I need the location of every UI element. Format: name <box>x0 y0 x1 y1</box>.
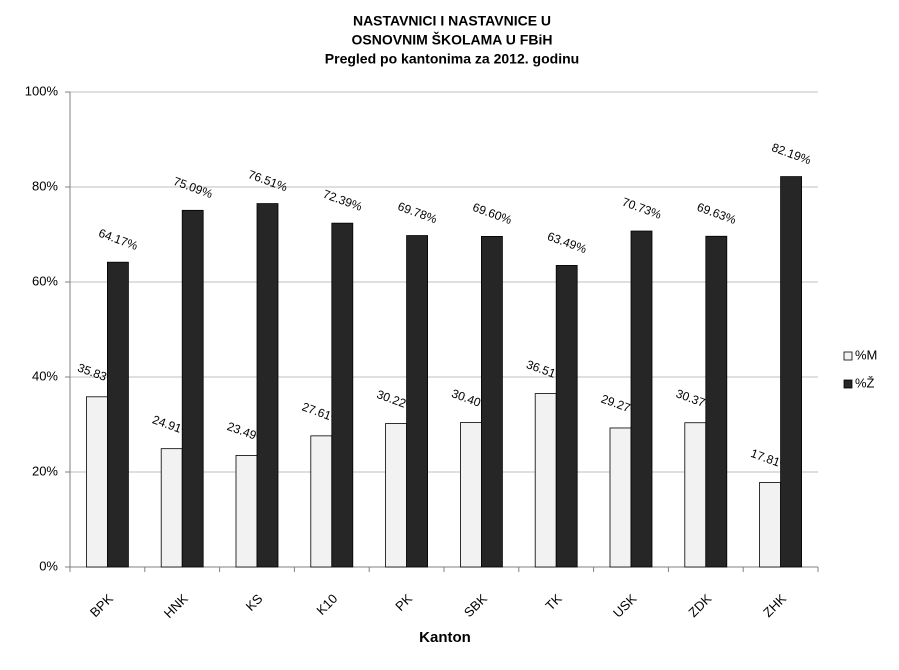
bar <box>534 393 557 568</box>
y-tick-label: 100% <box>25 83 59 98</box>
bar <box>256 203 279 568</box>
bar <box>705 235 728 568</box>
bar <box>459 422 482 568</box>
legend-swatch <box>843 351 853 361</box>
bar <box>235 455 258 568</box>
bar <box>385 423 408 568</box>
chart-title: NASTAVNICI I NASTAVNICE U <box>353 13 551 29</box>
bar <box>630 230 653 568</box>
chart-subtitle: Pregled po kantonima za 2012. godinu <box>325 51 579 67</box>
bar <box>86 396 108 568</box>
y-tick-label: 80% <box>32 178 58 193</box>
bar <box>406 235 429 568</box>
y-tick-label: 20% <box>32 463 58 478</box>
bar <box>480 235 503 568</box>
x-axis-label: Kanton <box>419 629 471 646</box>
bar <box>555 265 578 568</box>
bar <box>181 209 204 568</box>
bar <box>759 482 781 568</box>
y-tick-label: 60% <box>32 273 58 288</box>
chart-title: OSNOVNIM ŠKOLAMA U FBiH <box>352 31 553 48</box>
bar <box>107 261 129 568</box>
bar <box>160 448 183 568</box>
legend-swatch <box>843 379 853 389</box>
y-tick-label: 0% <box>39 558 58 573</box>
bar <box>310 435 333 568</box>
y-tick-label: 40% <box>32 368 58 383</box>
bar <box>331 222 354 568</box>
legend-label: %M <box>855 347 877 362</box>
bar <box>780 176 802 568</box>
legend-label: %Ž <box>855 375 875 390</box>
bar <box>684 422 707 568</box>
bar <box>609 427 632 568</box>
